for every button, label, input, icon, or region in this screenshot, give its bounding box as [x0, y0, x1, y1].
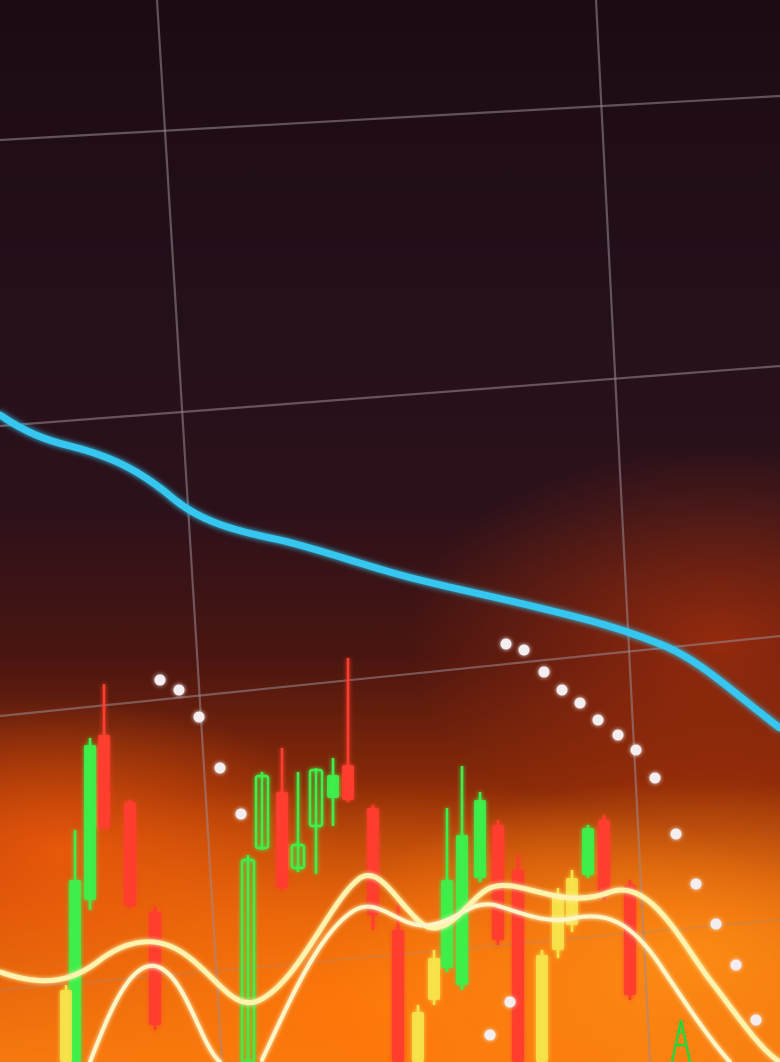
candle-body — [124, 802, 136, 906]
sar-dot — [574, 697, 586, 709]
bullish-candle — [327, 758, 339, 826]
candle-body — [428, 958, 440, 1000]
bullish-candle — [552, 888, 564, 958]
candle-body — [60, 990, 72, 1062]
candle-body — [474, 800, 486, 878]
grid-line-vertical — [155, 0, 224, 1062]
sar-dot — [556, 684, 568, 696]
grid-line-horizontal — [0, 634, 780, 718]
sar-dot — [670, 828, 682, 840]
candlestick-series — [60, 658, 636, 1062]
sar-dot — [235, 808, 247, 820]
sar-dot — [500, 638, 512, 650]
sar-dot — [612, 729, 624, 741]
sar-dot — [518, 644, 530, 656]
candle-body — [276, 792, 288, 888]
candle-body — [536, 955, 548, 1062]
bearish-candle — [367, 805, 379, 930]
sar-dot — [690, 878, 702, 890]
bullish-candle — [308, 768, 324, 874]
bullish-candle — [412, 1005, 424, 1062]
sar-dot — [710, 918, 722, 930]
sar-dot — [750, 1014, 762, 1026]
bearish-candle — [624, 880, 636, 1000]
grid-line-horizontal — [0, 94, 780, 142]
grid-line-horizontal — [0, 364, 780, 428]
bullish-candle — [240, 855, 256, 1062]
candle-body — [308, 768, 324, 828]
candle-body — [342, 765, 354, 800]
bullish-candle — [582, 825, 594, 878]
sar-dot — [154, 674, 166, 686]
bearish-candle — [124, 800, 136, 908]
grid-line-horizontal — [0, 918, 780, 992]
candle-body — [552, 895, 564, 950]
bearish-candle — [98, 684, 110, 830]
candle-body — [412, 1012, 424, 1062]
parabolic-sar-dots — [154, 638, 762, 1041]
moving-average-lines — [0, 873, 780, 1062]
bullish-candle — [254, 772, 270, 850]
bullish-candle — [84, 738, 96, 910]
sar-dot — [649, 772, 661, 784]
bullish-candle — [536, 950, 548, 1062]
moving-average-line-upper — [0, 873, 780, 1062]
sar-dot — [630, 744, 642, 756]
bullish-candle — [441, 808, 453, 972]
sar-dot — [730, 959, 742, 971]
bullish-candle — [60, 985, 72, 1062]
sar-dot — [592, 714, 604, 726]
price-trend-line — [0, 411, 780, 732]
bearish-candle — [492, 820, 504, 945]
candle-body — [327, 775, 339, 798]
bullish-candle — [474, 792, 486, 882]
candle-body — [240, 858, 256, 1062]
sar-dot — [193, 711, 205, 723]
candle-body — [582, 828, 594, 875]
green-marker-icon — [670, 1019, 692, 1062]
grid-line-vertical — [594, 0, 652, 1062]
candle-body — [598, 820, 610, 895]
candle-body — [512, 870, 524, 1062]
candle-body — [98, 735, 110, 828]
candle-body — [84, 745, 96, 900]
candle-body — [367, 808, 379, 915]
moving-average-line-lower — [88, 902, 732, 1062]
sar-dot — [214, 762, 226, 774]
bullish-candle — [428, 950, 440, 1005]
candle-body — [492, 825, 504, 940]
candle-body — [392, 930, 404, 1062]
bullish-candle — [456, 766, 468, 990]
sar-dot — [504, 996, 516, 1008]
sar-dot — [538, 666, 550, 678]
bullish-candle — [290, 772, 306, 872]
bearish-candle — [276, 748, 288, 890]
sar-dot — [484, 1029, 496, 1041]
candle-body — [290, 843, 306, 870]
bullish-candle — [566, 870, 578, 932]
candle-body — [254, 774, 270, 850]
sar-dot — [173, 684, 185, 696]
bearish-candle — [342, 658, 354, 802]
candle-body — [624, 885, 636, 995]
bearish-candle — [598, 815, 610, 900]
candle-body — [566, 878, 578, 925]
bearish-candle — [392, 905, 404, 1062]
